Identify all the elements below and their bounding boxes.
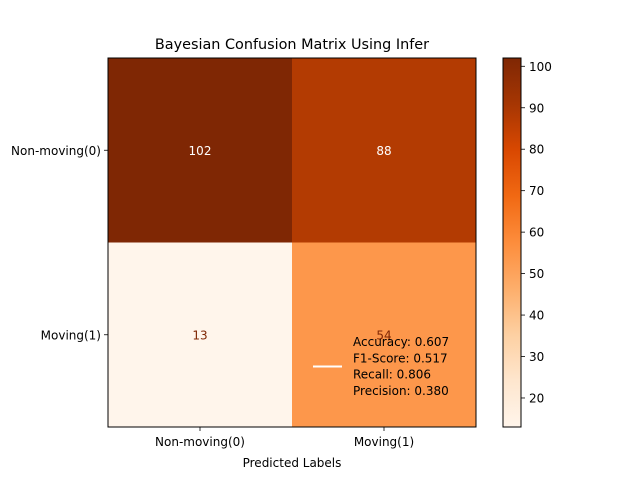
colorbar-tick-label: 30 [529, 350, 544, 364]
y-axis-ticks: Non-moving(0) Moving(1) [11, 144, 108, 342]
colorbar [502, 57, 522, 428]
heatmap-cells [108, 58, 477, 428]
legend-entry-text: Recall: 0.806 [353, 368, 431, 382]
chart-title: Bayesian Confusion Matrix Using Infer [155, 37, 429, 53]
cell-value-label: 102 [189, 144, 212, 158]
heatmap-cell-labels: 102 88 13 54 [189, 144, 392, 343]
plot-frame [107, 57, 477, 428]
colorbar-tick-label: 20 [529, 391, 544, 405]
x-axis-label: Predicted Labels [243, 456, 342, 470]
colorbar-tick-label: 90 [529, 101, 544, 115]
cell-value-label: 54 [376, 328, 391, 342]
x-tick-label: Non-moving(0) [155, 435, 245, 449]
heatmap-cell [108, 242, 293, 428]
metrics-legend: Accuracy: 0.607 F1-Score: 0.517 Recall: 0.… [313, 335, 449, 398]
x-axis-ticks: Non-moving(0) Moving(1) [155, 427, 414, 449]
legend-entry-text: Accuracy: 0.607 [353, 335, 449, 349]
heatmap-cell [292, 58, 477, 243]
legend-entry-text: F1-Score: 0.517 [353, 351, 448, 365]
legend-entry-text: Precision: 0.380 [353, 384, 449, 398]
heatmap-cell [292, 242, 477, 428]
colorbar-tick-label: 100 [529, 60, 552, 74]
colorbar-ticks: 20 30 40 50 60 70 80 90 100 [521, 60, 552, 405]
y-tick-label: Moving(1) [41, 328, 101, 342]
colorbar-tick-label: 70 [529, 184, 544, 198]
colorbar-tick-label: 40 [529, 309, 544, 323]
colorbar-tick-label: 50 [529, 267, 544, 281]
y-tick-label: Non-moving(0) [11, 144, 101, 158]
heatmap-cell [108, 58, 293, 243]
colorbar-tick-label: 60 [529, 226, 544, 240]
x-tick-label: Moving(1) [354, 435, 414, 449]
cell-value-label: 13 [192, 328, 207, 342]
cell-value-label: 88 [376, 144, 391, 158]
colorbar-tick-label: 80 [529, 143, 544, 157]
